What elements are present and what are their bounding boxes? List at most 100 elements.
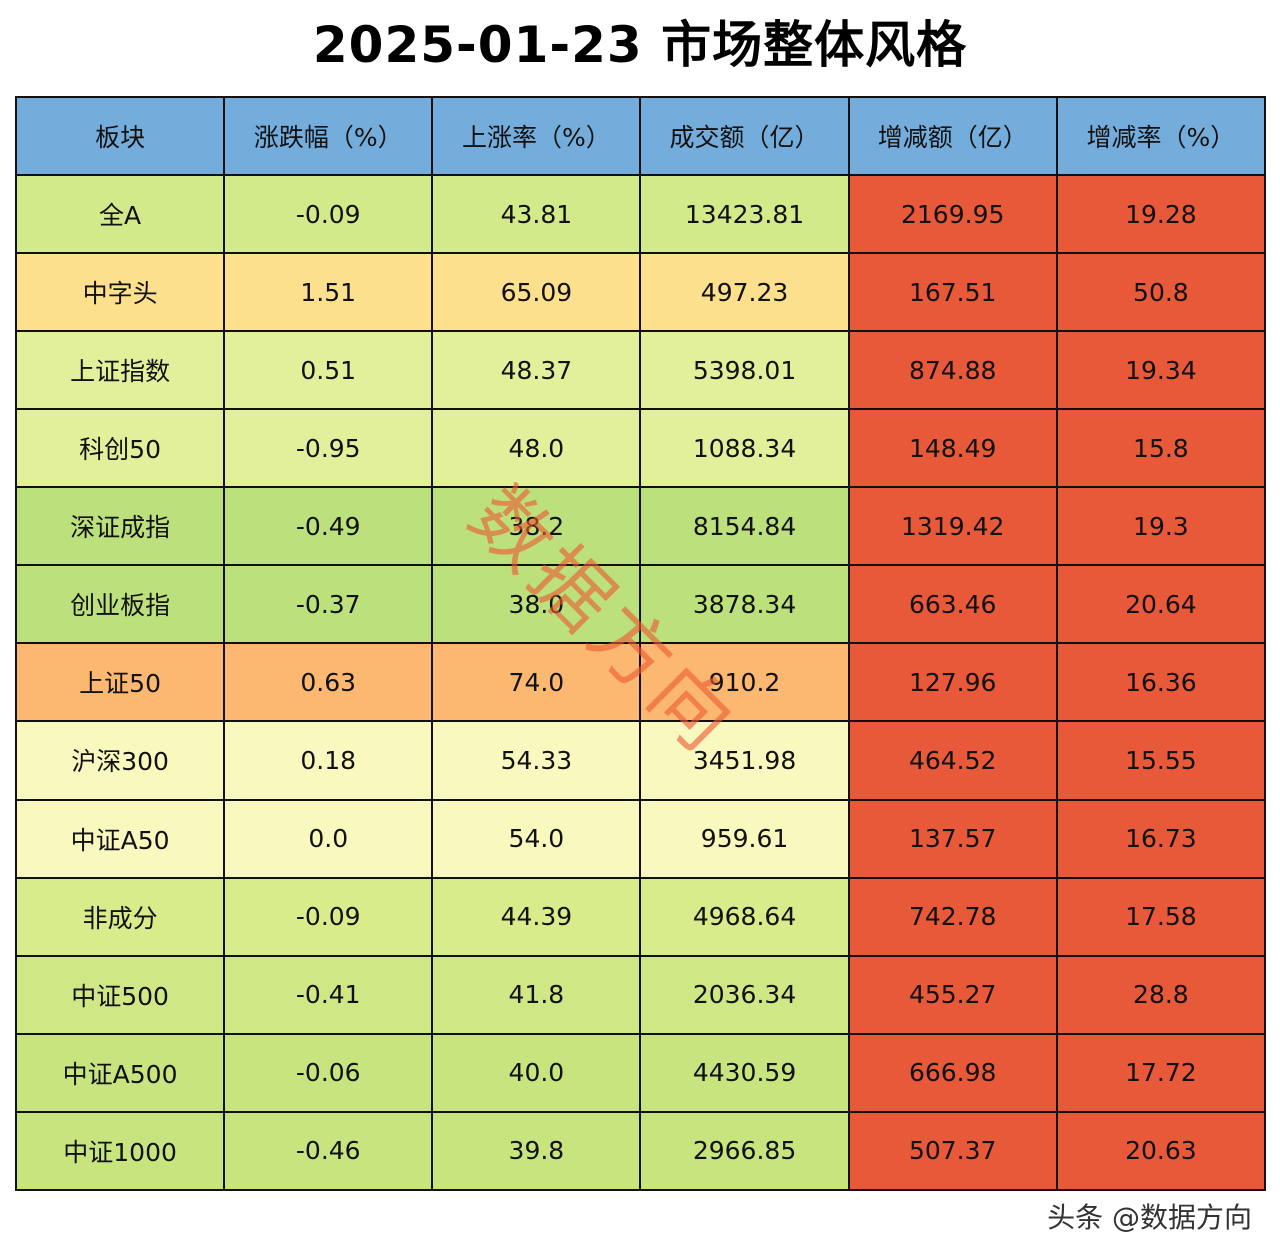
table-row: 上证50 0.63 74.0 910.2 127.96 16.36 — [14, 642, 1267, 723]
header-turnover-delta: 增减额（亿） — [847, 96, 1058, 176]
cell-sector: 沪深300 — [14, 720, 226, 801]
cell-turnover-delta: 663.46 — [847, 564, 1058, 645]
cell-change-pct: -0.46 — [223, 1110, 434, 1192]
cell-turnover-delta-pct: 20.63 — [1055, 1110, 1267, 1192]
cell-advance-ratio: 41.8 — [431, 954, 642, 1035]
table-row: 中证A500 -0.06 40.0 4430.59 666.98 17.72 — [14, 1032, 1267, 1113]
cell-sector: 创业板指 — [14, 564, 226, 645]
header-sector: 板块 — [14, 96, 226, 176]
cell-turnover: 13423.81 — [639, 173, 850, 255]
cell-turnover: 4968.64 — [639, 876, 850, 957]
cell-turnover-delta: 148.49 — [847, 408, 1058, 489]
cell-turnover-delta: 2169.95 — [847, 173, 1058, 255]
header-turnover: 成交额（亿） — [639, 96, 850, 176]
cell-turnover: 1088.34 — [639, 408, 850, 489]
cell-turnover: 2036.34 — [639, 954, 850, 1035]
cell-turnover-delta-pct: 16.36 — [1055, 642, 1267, 723]
cell-sector: 科创50 — [14, 408, 226, 489]
cell-change-pct: -0.09 — [223, 876, 434, 957]
cell-turnover-delta-pct: 28.8 — [1055, 954, 1267, 1035]
cell-sector: 深证成指 — [14, 486, 226, 567]
cell-turnover: 8154.84 — [639, 486, 850, 567]
cell-change-pct: 1.51 — [223, 252, 434, 333]
page-title: 2025-01-23 市场整体风格 — [312, 16, 968, 74]
cell-turnover-delta-pct: 19.34 — [1055, 330, 1267, 411]
cell-turnover-delta: 874.88 — [847, 330, 1058, 411]
market-style-table: 板块 涨跌幅（%） 上涨率（%） 成交额（亿） 增减额（亿） 增减率（%） 全A… — [14, 96, 1267, 1192]
cell-turnover-delta: 137.57 — [847, 798, 1058, 879]
cell-turnover-delta-pct: 17.58 — [1055, 876, 1267, 957]
table-row: 沪深300 0.18 54.33 3451.98 464.52 15.55 — [14, 720, 1267, 801]
cell-turnover-delta: 167.51 — [847, 252, 1058, 333]
cell-turnover-delta-pct: 15.55 — [1055, 720, 1267, 801]
cell-advance-ratio: 40.0 — [431, 1032, 642, 1113]
cell-advance-ratio: 54.0 — [431, 798, 642, 879]
cell-turnover: 3451.98 — [639, 720, 850, 801]
source-credit: 头条 @数据方向 — [1047, 1201, 1252, 1234]
cell-sector: 上证指数 — [14, 330, 226, 411]
table-row: 上证指数 0.51 48.37 5398.01 874.88 19.34 — [14, 330, 1267, 411]
cell-advance-ratio: 38.2 — [431, 486, 642, 567]
cell-turnover-delta: 742.78 — [847, 876, 1058, 957]
cell-turnover-delta-pct: 15.8 — [1055, 408, 1267, 489]
cell-turnover-delta-pct: 20.64 — [1055, 564, 1267, 645]
header-turnover-delta-pct: 增减率（%） — [1055, 96, 1267, 176]
table-row: 中字头 1.51 65.09 497.23 167.51 50.8 — [14, 252, 1267, 333]
cell-turnover-delta: 464.52 — [847, 720, 1058, 801]
cell-change-pct: -0.37 — [223, 564, 434, 645]
cell-advance-ratio: 74.0 — [431, 642, 642, 723]
cell-change-pct: -0.41 — [223, 954, 434, 1035]
cell-change-pct: 0.18 — [223, 720, 434, 801]
cell-advance-ratio: 43.81 — [431, 173, 642, 255]
cell-change-pct: -0.95 — [223, 408, 434, 489]
table-row: 中证1000 -0.46 39.8 2966.85 507.37 20.63 — [14, 1110, 1267, 1192]
cell-turnover-delta-pct: 17.72 — [1055, 1032, 1267, 1113]
cell-turnover-delta-pct: 19.28 — [1055, 173, 1267, 255]
cell-advance-ratio: 65.09 — [431, 252, 642, 333]
cell-advance-ratio: 38.0 — [431, 564, 642, 645]
cell-advance-ratio: 44.39 — [431, 876, 642, 957]
cell-sector: 中证1000 — [14, 1110, 226, 1192]
cell-turnover: 2966.85 — [639, 1110, 850, 1192]
cell-change-pct: 0.63 — [223, 642, 434, 723]
header-row: 板块 涨跌幅（%） 上涨率（%） 成交额（亿） 增减额（亿） 增减率（%） — [14, 96, 1267, 176]
cell-turnover-delta-pct: 16.73 — [1055, 798, 1267, 879]
table-row: 创业板指 -0.37 38.0 3878.34 663.46 20.64 — [14, 564, 1267, 645]
cell-advance-ratio: 39.8 — [431, 1110, 642, 1192]
cell-turnover: 4430.59 — [639, 1032, 850, 1113]
cell-sector: 中证500 — [14, 954, 226, 1035]
cell-turnover-delta: 127.96 — [847, 642, 1058, 723]
cell-turnover: 497.23 — [639, 252, 850, 333]
table-row: 科创50 -0.95 48.0 1088.34 148.49 15.8 — [14, 408, 1267, 489]
cell-change-pct: -0.06 — [223, 1032, 434, 1113]
cell-sector: 上证50 — [14, 642, 226, 723]
cell-advance-ratio: 54.33 — [431, 720, 642, 801]
cell-sector: 中证A50 — [14, 798, 226, 879]
cell-turnover-delta: 507.37 — [847, 1110, 1058, 1192]
cell-turnover: 959.61 — [639, 798, 850, 879]
cell-turnover-delta-pct: 19.3 — [1055, 486, 1267, 567]
cell-change-pct: 0.0 — [223, 798, 434, 879]
cell-advance-ratio: 48.37 — [431, 330, 642, 411]
cell-turnover: 5398.01 — [639, 330, 850, 411]
cell-change-pct: -0.09 — [223, 173, 434, 255]
cell-advance-ratio: 48.0 — [431, 408, 642, 489]
table-row: 中证500 -0.41 41.8 2036.34 455.27 28.8 — [14, 954, 1267, 1035]
cell-sector: 中证A500 — [14, 1032, 226, 1113]
cell-change-pct: -0.49 — [223, 486, 434, 567]
header-change-pct: 涨跌幅（%） — [223, 96, 434, 176]
cell-turnover: 3878.34 — [639, 564, 850, 645]
cell-turnover-delta: 1319.42 — [847, 486, 1058, 567]
table-row: 全A -0.09 43.81 13423.81 2169.95 19.28 — [14, 173, 1267, 255]
cell-turnover: 910.2 — [639, 642, 850, 723]
cell-turnover-delta: 455.27 — [847, 954, 1058, 1035]
cell-change-pct: 0.51 — [223, 330, 434, 411]
cell-turnover-delta-pct: 50.8 — [1055, 252, 1267, 333]
cell-turnover-delta: 666.98 — [847, 1032, 1058, 1113]
table-row: 深证成指 -0.49 38.2 8154.84 1319.42 19.3 — [14, 486, 1267, 567]
table-row: 中证A50 0.0 54.0 959.61 137.57 16.73 — [14, 798, 1267, 879]
cell-sector: 中字头 — [14, 252, 226, 333]
header-advance-ratio: 上涨率（%） — [431, 96, 642, 176]
cell-sector: 非成分 — [14, 876, 226, 957]
cell-sector: 全A — [14, 173, 226, 255]
